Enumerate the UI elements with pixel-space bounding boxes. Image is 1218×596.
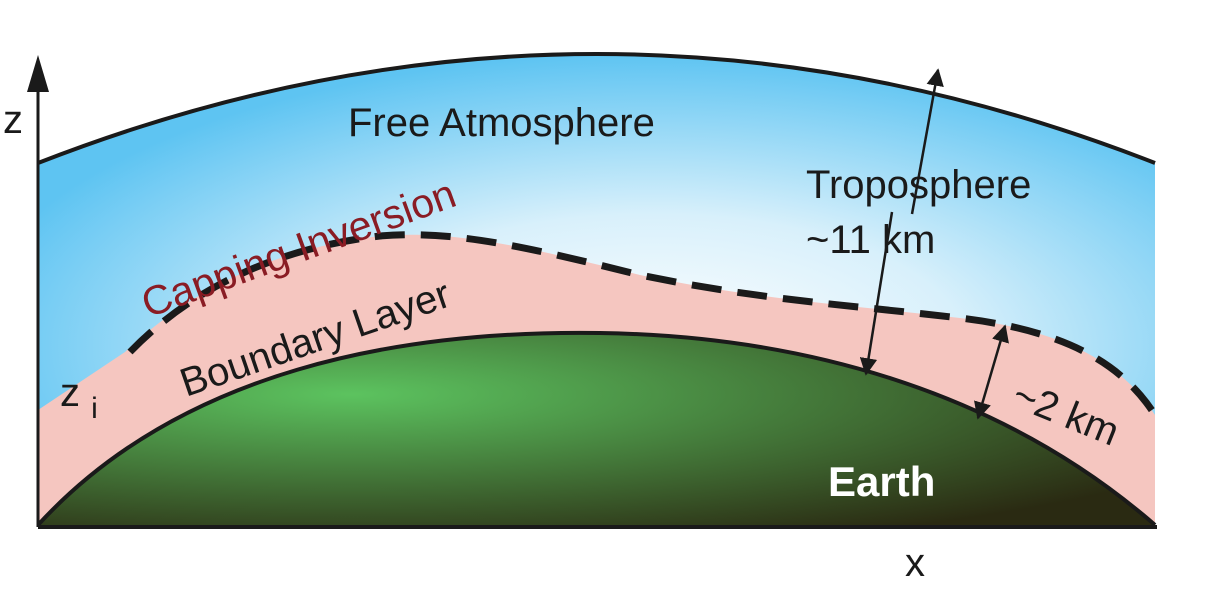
free-atmosphere-label: Free Atmosphere — [348, 101, 655, 145]
zi-base: z — [60, 371, 80, 415]
x-axis-label: x — [905, 541, 925, 585]
tropopause-line — [37, 52, 1156, 165]
troposphere-label: Troposphere — [806, 163, 1031, 207]
troposphere-arrow-down — [859, 211, 894, 376]
z-axis-label: z — [3, 98, 23, 142]
troposphere-depth-label: ~11 km — [806, 218, 935, 262]
earth-region — [38, 332, 1155, 525]
troposphere-arrow-up — [910, 68, 944, 215]
zi-subscript: i — [91, 392, 98, 425]
earth-label: Earth — [828, 458, 935, 505]
zi-label: z i — [60, 371, 98, 425]
capping-inversion-line — [127, 231, 1158, 417]
boundary-depth-arrow — [974, 324, 1009, 420]
z-axis-arrowhead — [27, 55, 49, 92]
